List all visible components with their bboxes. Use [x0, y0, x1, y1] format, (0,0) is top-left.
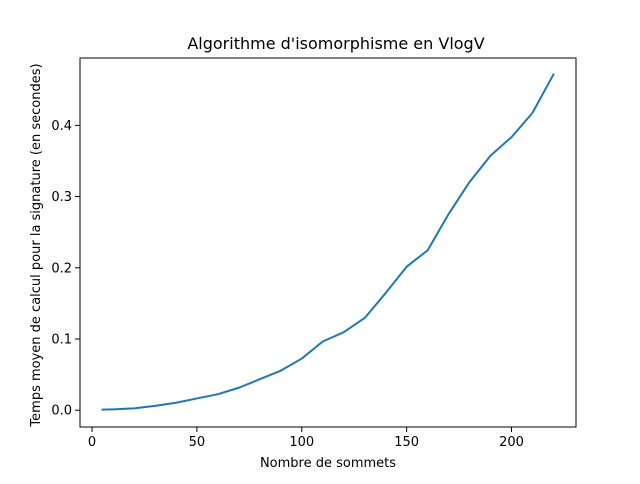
plot-area: 0 50 100 150 200 0.0 0.1 0.2 0.3 0.4	[51, 57, 577, 450]
axes-frame	[79, 57, 577, 428]
chart-title: Algorithme d'isomorphisme en VlogV	[187, 34, 484, 53]
x-axis-label: Nombre de sommets	[260, 456, 396, 471]
series-line-0	[101, 73, 555, 411]
y-axis-label: Temps moyen de calcul pour la signature …	[29, 63, 44, 427]
x-tick-label: 50	[189, 435, 206, 450]
x-tick-label: 200	[499, 435, 524, 450]
x-tick-label: 0	[88, 435, 96, 450]
y-tick-label: 0.1	[51, 332, 72, 347]
y-tick-label: 0.2	[51, 261, 72, 276]
y-tick-label: 0.3	[51, 190, 72, 205]
x-tick-label: 100	[289, 435, 314, 450]
x-tick-label: 150	[394, 435, 419, 450]
y-tick-label: 0.4	[51, 119, 72, 134]
y-tick-label: 0.0	[51, 404, 72, 419]
